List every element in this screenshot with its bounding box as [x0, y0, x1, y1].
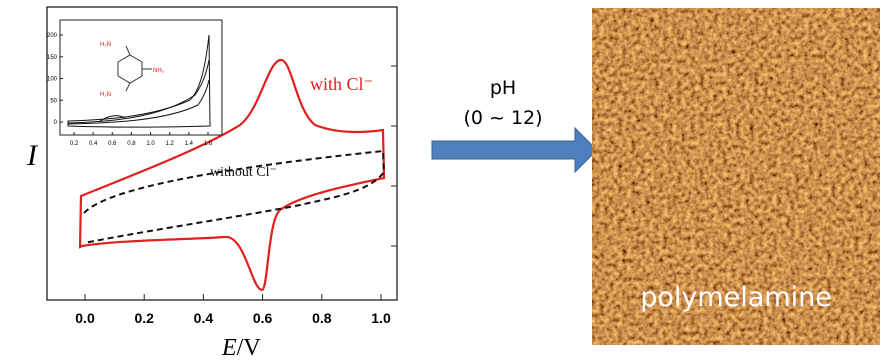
inset-x-tick-label: 1.6 [204, 141, 213, 147]
x-label-var: E [221, 335, 237, 361]
x-ticks: 0.0 0.2 0.4 0.6 0.8 1.0 [75, 294, 391, 326]
inset-y-tick-label: 0 [54, 120, 58, 126]
inset-frame [59, 19, 223, 136]
inset-y-tick-label: 100 [47, 77, 58, 83]
inset-x-tick-label: 0.4 [89, 141, 98, 147]
inset-x-tick-label: 0.8 [127, 141, 136, 147]
arrow [431, 126, 598, 174]
molecule-ring [117, 45, 152, 92]
molecule-label: H₂N [100, 92, 111, 98]
afm-image [592, 8, 880, 345]
x-tick-label: 0.8 [312, 310, 332, 326]
cv-with-cl [78, 58, 386, 292]
x-label-unit: /V [237, 335, 262, 361]
inset-y-tick-label: 200 [47, 33, 58, 39]
y-label: I [26, 139, 39, 172]
image-label: polymelamine [640, 282, 832, 313]
arrow-text: pH [490, 77, 516, 99]
inset-x-tick-label: 0.2 [70, 141, 79, 147]
x-label: E/V [221, 335, 261, 361]
inset-x-tick-label: 0.6 [108, 141, 117, 147]
inset-x-tick-label: 1.2 [166, 141, 175, 147]
inset-y-tick-label: 150 [47, 55, 58, 61]
x-tick-label: 0.4 [194, 310, 214, 326]
x-tick-label: 1.0 [371, 310, 391, 326]
annotation-without: without Cl⁻ [210, 165, 277, 180]
cv-without-cl [83, 149, 386, 244]
inset-y-tick-label: 50 [50, 98, 57, 104]
inset-ticks: 0.2 0.4 0.6 0.8 1.0 1.2 1.4 1.6 0 50 100 150 200 [47, 33, 213, 147]
plot-frame [46, 6, 398, 301]
inset-curves [67, 34, 211, 128]
molecule-label: NH₂ [153, 68, 165, 74]
x-tick-label: 0.6 [253, 310, 273, 326]
molecule-label: H₂N [100, 42, 111, 48]
annotation-with: with Cl⁻ [310, 74, 373, 94]
inset-x-tick-label: 1.0 [146, 141, 155, 147]
inset-x-tick-label: 1.4 [185, 141, 194, 147]
arrow-text: (0 ~ 12) [463, 107, 542, 129]
x-tick-label: 0.2 [134, 310, 154, 326]
y-tick-marks [391, 65, 397, 247]
x-tick-label: 0.0 [75, 310, 95, 326]
